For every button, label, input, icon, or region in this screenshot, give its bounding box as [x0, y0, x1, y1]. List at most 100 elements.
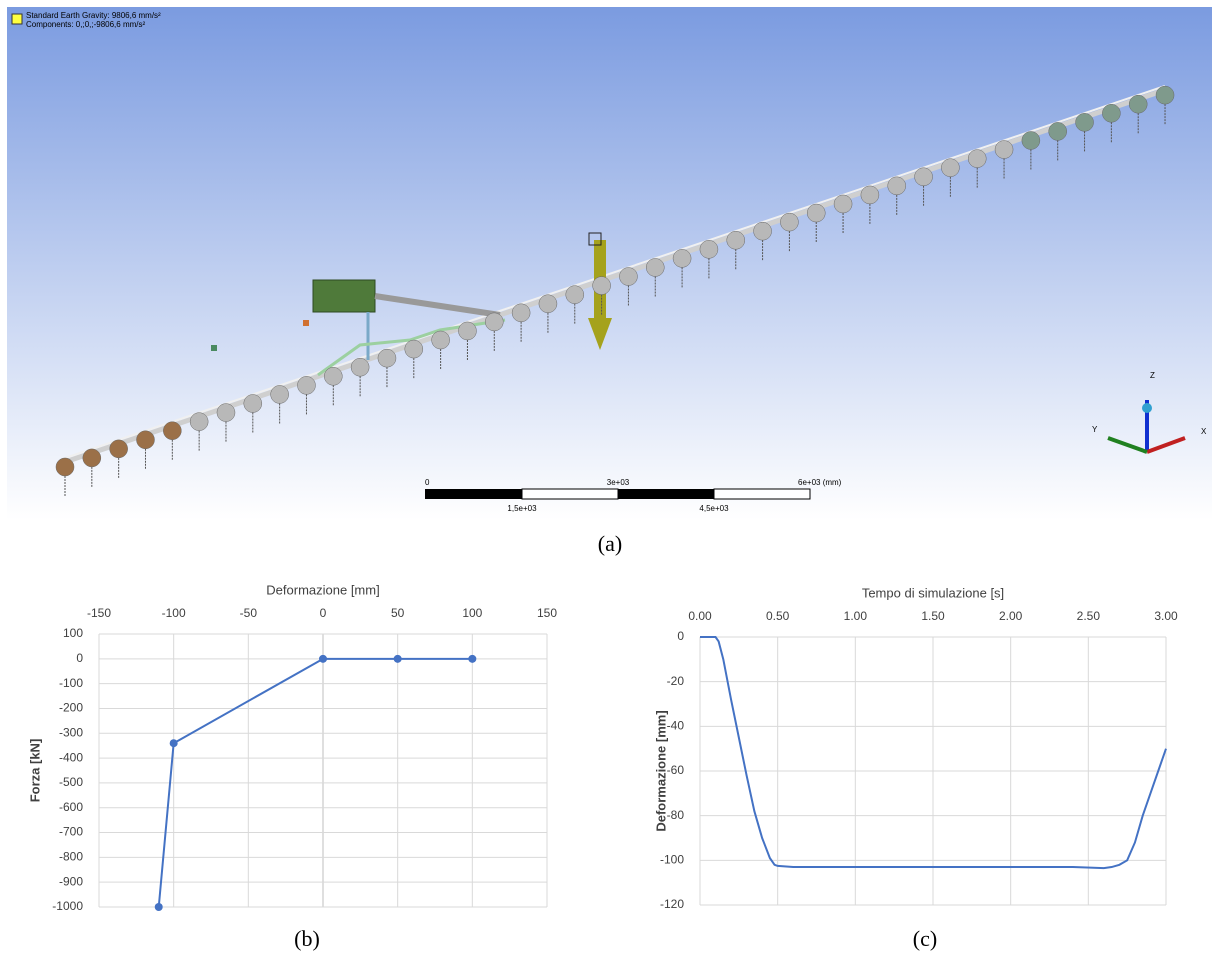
y-tick-label: -500 — [59, 775, 83, 789]
sphere — [592, 276, 611, 295]
y-tick-label: 100 — [63, 626, 83, 640]
axis-y — [1107, 436, 1148, 454]
force-label — [588, 232, 602, 246]
marker — [169, 739, 178, 748]
sphere — [511, 303, 531, 323]
sphere — [646, 258, 665, 277]
x-tick-label: 1.50 — [921, 609, 945, 623]
sphere — [887, 176, 906, 196]
sphere — [538, 294, 558, 313]
sphere — [324, 367, 343, 386]
sphere — [994, 140, 1014, 159]
sphere — [297, 376, 316, 395]
x-axis-title: Tempo di simulazione [s] — [862, 585, 1004, 600]
sphere — [404, 339, 424, 359]
scale-bar — [425, 489, 522, 499]
x-axis-title: Deformazione [mm] — [266, 582, 379, 597]
sphere — [350, 357, 370, 377]
sphere — [753, 221, 772, 241]
sphere — [189, 412, 209, 431]
x-tick-label: 0.00 — [688, 609, 712, 623]
sphere — [485, 312, 504, 332]
sphere — [1075, 113, 1094, 132]
sphere — [1155, 85, 1175, 105]
sphere — [967, 149, 987, 168]
y-axis-title: Forza [kN] — [27, 739, 42, 803]
box — [312, 279, 376, 313]
axis-origin — [1142, 403, 1152, 413]
sphere — [82, 448, 102, 468]
sphere — [860, 185, 880, 205]
sphere — [699, 240, 719, 259]
legend-swatch — [11, 13, 23, 25]
sphere — [270, 385, 289, 404]
y-tick-label: -200 — [59, 701, 83, 715]
x-tick-label: 0 — [320, 606, 327, 620]
y-tick-label: -120 — [660, 897, 684, 911]
node — [211, 345, 217, 351]
y-tick-label: -60 — [667, 763, 685, 777]
scale-bar — [521, 488, 619, 500]
legend-text: Standard Earth Gravity: 9806,6 mm/s² — [26, 11, 161, 20]
y-tick-label: -100 — [660, 853, 684, 867]
scale-label: 6e+03 (mm) — [798, 478, 842, 487]
viewport — [7, 7, 1212, 520]
y-tick-label: -100 — [59, 676, 83, 690]
y-axis-title: Deformazione [mm] — [653, 710, 668, 831]
sphere — [1048, 122, 1067, 141]
sphere — [833, 194, 853, 214]
x-tick-label: 3.00 — [1154, 609, 1178, 623]
sphere — [55, 457, 75, 477]
y-tick-label: -300 — [59, 725, 83, 739]
scale-label: 1,5e+03 — [507, 504, 537, 513]
y-tick-label: -900 — [59, 874, 83, 888]
scale-bar — [713, 488, 811, 500]
marker — [393, 654, 402, 663]
legend-text: Components: 0,;0,;-9806,6 mm/s² — [26, 20, 146, 29]
sphere — [619, 267, 638, 286]
x-tick-label: 0.50 — [766, 609, 790, 623]
scale-label: 3e+03 — [607, 478, 630, 487]
scene: Standard Earth Gravity: 9806,6 mm/s² Com… — [11, 11, 1207, 513]
sphere — [458, 321, 477, 341]
caption: (c) — [913, 926, 937, 951]
scale-bar — [618, 489, 714, 499]
sphere — [726, 231, 745, 250]
sphere — [163, 421, 182, 440]
sphere — [216, 403, 236, 422]
x-tick-label: 2.00 — [999, 609, 1023, 623]
y-tick-label: -700 — [59, 825, 83, 839]
sphere — [780, 212, 799, 232]
sphere — [1021, 131, 1041, 150]
sphere — [377, 348, 397, 368]
scale-label: 4,5e+03 — [699, 504, 729, 513]
sphere — [941, 158, 960, 177]
sphere — [1102, 104, 1121, 123]
axis-label: Y — [1092, 425, 1098, 434]
axis-label: X — [1201, 427, 1207, 436]
marker — [154, 903, 163, 911]
sphere — [806, 203, 826, 223]
y-tick-label: -800 — [59, 850, 83, 864]
x-tick-label: -100 — [162, 606, 186, 620]
y-tick-label: -80 — [667, 808, 685, 822]
x-tick-label: 50 — [391, 606, 405, 620]
node — [303, 320, 309, 326]
y-tick-label: -600 — [59, 800, 83, 814]
sphere — [136, 430, 155, 450]
y-tick-label: 0 — [76, 651, 83, 665]
sphere — [1128, 94, 1148, 114]
x-tick-label: 1.00 — [844, 609, 868, 623]
axis-label: Z — [1150, 371, 1155, 380]
x-tick-label: 100 — [462, 606, 482, 620]
force-arrow-head — [588, 318, 612, 350]
y-tick-label: -40 — [667, 719, 685, 733]
y-tick-label: -1000 — [52, 899, 83, 913]
x-tick-label: -50 — [240, 606, 258, 620]
x-tick-label: 2.50 — [1077, 609, 1101, 623]
caption: (b) — [294, 926, 320, 951]
strut — [374, 293, 501, 318]
sphere — [565, 285, 585, 304]
y-tick-label: -400 — [59, 750, 83, 764]
sphere — [431, 330, 450, 350]
